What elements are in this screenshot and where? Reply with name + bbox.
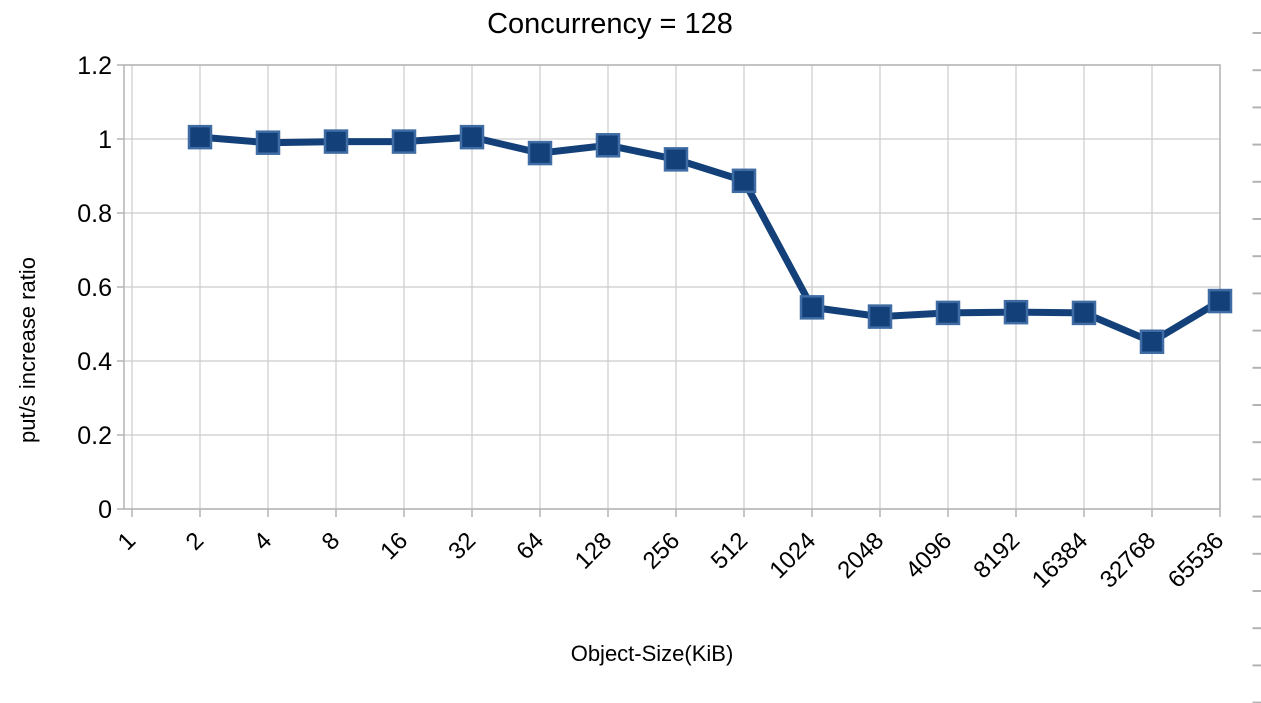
x-tick-label: 16384 — [1027, 527, 1093, 593]
data-point-marker — [255, 130, 281, 155]
x-tick-label: 16 — [375, 527, 413, 565]
data-point-marker — [459, 124, 485, 150]
x-tick-label: 8 — [317, 527, 346, 556]
data-point-marker — [867, 304, 893, 329]
chart-title: Concurrency = 128 — [487, 8, 733, 40]
data-point-marker — [1139, 329, 1165, 355]
data-point-marker — [1207, 288, 1233, 314]
data-point-marker — [527, 140, 553, 166]
data-point-marker — [595, 133, 621, 158]
data-point-marker — [187, 124, 213, 150]
x-tick-label: 32 — [443, 527, 481, 565]
data-point-marker — [663, 147, 689, 172]
series-line — [199, 133, 1222, 346]
x-axis-title: Object-Size(KiB) — [570, 641, 734, 666]
x-tick-label: 2 — [181, 527, 210, 556]
y-tick-label: 0.2 — [77, 422, 112, 450]
x-tick-label: 128 — [570, 527, 617, 574]
data-point-marker — [391, 129, 417, 154]
data-point-marker — [1071, 300, 1097, 326]
plot-border — [123, 64, 1221, 510]
y-tick-label: 1.2 — [77, 52, 112, 80]
x-tick-label: 512 — [706, 527, 753, 574]
x-tick-label: 1 — [113, 527, 142, 556]
data-point-marker — [799, 295, 825, 320]
x-tick-label: 4 — [249, 527, 278, 556]
x-tick-label: 65536 — [1163, 527, 1229, 593]
x-tick-label: 64 — [511, 527, 549, 565]
x-tick-label: 4096 — [900, 527, 957, 584]
x-tick-label: 8192 — [968, 527, 1025, 584]
x-tick-label: 2048 — [832, 527, 889, 584]
x-tick-label: 32768 — [1095, 527, 1161, 593]
y-tick-label: 0.8 — [77, 200, 112, 228]
y-tick-label: 0 — [98, 496, 112, 524]
y-tick-label: 1 — [98, 126, 112, 154]
data-point-marker — [1003, 299, 1029, 325]
data-point-marker — [935, 300, 961, 326]
x-tick-label: 1024 — [764, 527, 821, 584]
y-tick-label: 0.6 — [77, 274, 112, 302]
data-point-marker — [731, 168, 757, 194]
y-tick-label: 0.4 — [77, 348, 112, 376]
data-point-marker — [323, 129, 349, 154]
x-tick-label: 256 — [638, 527, 685, 574]
